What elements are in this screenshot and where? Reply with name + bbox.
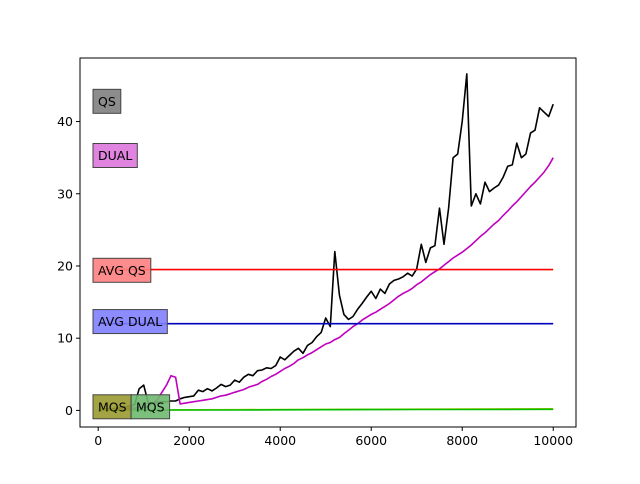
- x-tick-label: 8000: [446, 433, 478, 448]
- y-tick-label: 40: [57, 114, 73, 129]
- series-label-avg-dual: AVG DUAL: [92, 309, 168, 335]
- series-label-text: DUAL: [98, 148, 132, 163]
- x-tick-label: 2000: [173, 433, 205, 448]
- y-tick-label: 10: [57, 331, 73, 346]
- series-line-dual-1: [98, 157, 554, 412]
- series-label-dual: DUAL: [92, 142, 138, 168]
- series-label-box: [92, 88, 122, 114]
- series-label-text: MQS: [136, 399, 165, 414]
- y-tick-label: 30: [57, 186, 73, 201]
- x-tick-label: 6000: [355, 433, 387, 448]
- series-label-text: AVG DUAL: [98, 314, 162, 329]
- series-label-box: [92, 142, 138, 168]
- series-line-mqs-5: [98, 408, 554, 412]
- series-label-box: [130, 394, 171, 420]
- series-label-text: QS: [98, 94, 116, 109]
- y-tick-label: 0: [65, 403, 73, 418]
- label-layer: QS DUAL AVG QS AVG DUAL MQS MQS: [92, 88, 171, 420]
- series-label-mqs: MQS: [92, 394, 133, 420]
- series-label-mqs: MQS: [130, 394, 171, 420]
- series-label-box: [92, 309, 168, 335]
- series-label-box: [92, 257, 152, 283]
- series-label-text: AVG QS: [98, 263, 146, 278]
- series-line-qs-0: [98, 73, 554, 411]
- x-tick-label: 10000: [533, 433, 573, 448]
- series-label-qs: QS: [92, 88, 122, 114]
- series-label-avg-qs: AVG QS: [92, 257, 152, 283]
- y-tick-label: 20: [57, 258, 73, 273]
- tick-layer: 0 2000 4000 6000 8000 10000 0 10 20 30 40: [57, 114, 573, 448]
- series-layer: [98, 73, 554, 412]
- x-tick-label: 0: [94, 433, 102, 448]
- x-tick-label: 4000: [264, 433, 296, 448]
- plot-frame: [79, 57, 577, 428]
- series-label-text: MQS: [98, 399, 127, 414]
